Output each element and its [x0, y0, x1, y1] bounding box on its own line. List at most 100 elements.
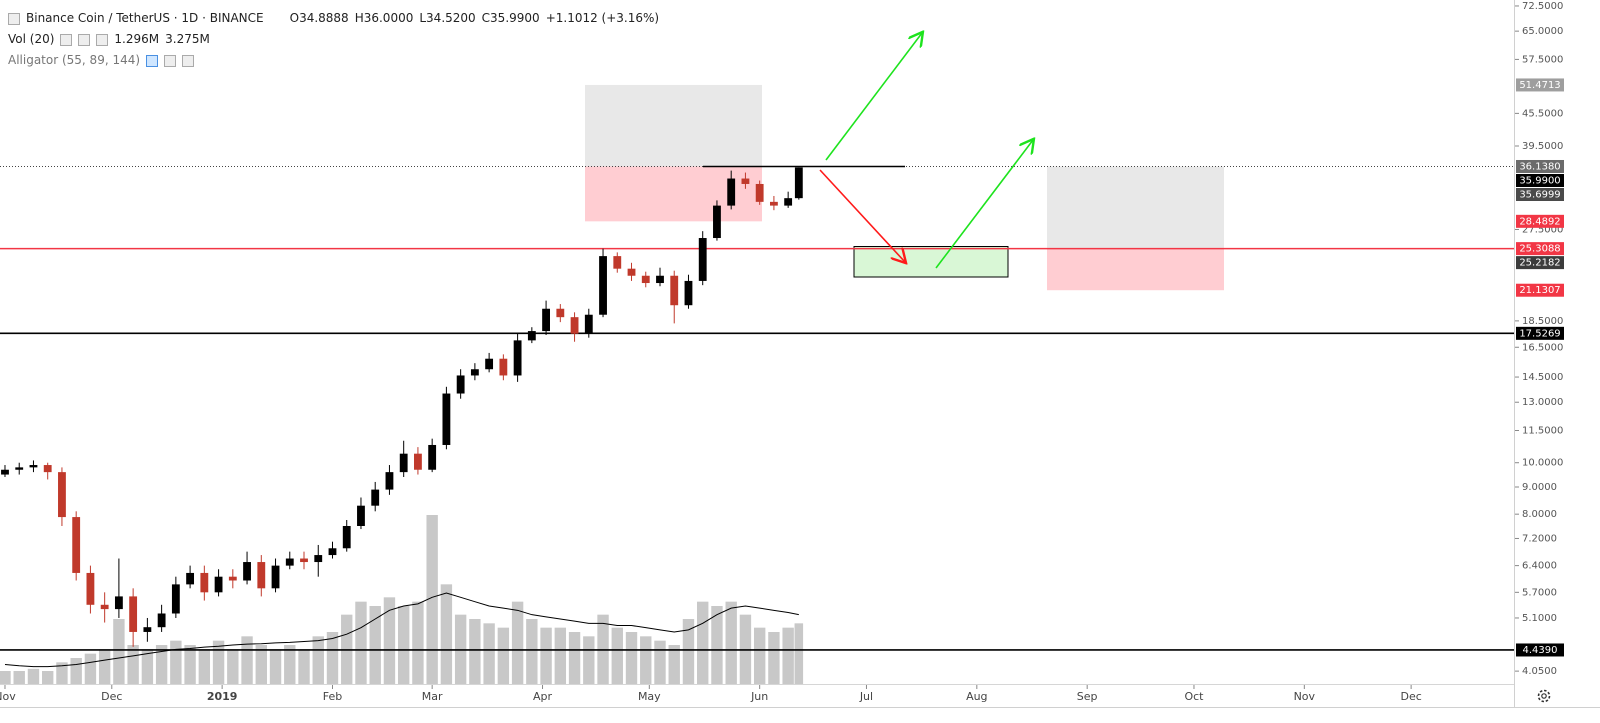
volume-bar [794, 623, 804, 684]
candle-body [755, 183, 764, 202]
price-tag-label: 28.4892 [1519, 216, 1560, 227]
price-tag-label: 21.1307 [1519, 285, 1560, 296]
y-tick-label: 10.0000 [1522, 458, 1563, 469]
candle-body [357, 505, 365, 526]
volume-bar [625, 632, 638, 684]
candle-body [599, 256, 607, 315]
y-tick-label: 27.5000 [1522, 224, 1563, 235]
volume-bar [127, 645, 139, 684]
icon[interactable] [182, 54, 195, 67]
candle-body [556, 308, 565, 318]
volume-bar [227, 649, 239, 684]
volume-bar [611, 627, 623, 684]
volume-bar [483, 623, 495, 684]
price-tag [1516, 283, 1564, 297]
candle-body [727, 178, 736, 206]
candle-body [43, 465, 52, 473]
price-tag-label: 25.2182 [1519, 258, 1560, 269]
candle-body [442, 393, 451, 445]
candle-body [300, 558, 308, 563]
price-tag-label: 17.5269 [1519, 328, 1560, 339]
x-tick-label: Jul [859, 690, 873, 703]
volume-bar [170, 640, 182, 684]
volume-bar [682, 619, 695, 684]
candle-body [271, 565, 280, 589]
price-tag [1516, 78, 1564, 92]
volume-bar [540, 627, 552, 684]
volume-bar [113, 619, 125, 684]
y-tick-label: 5.1000 [1522, 613, 1557, 624]
candle-body [794, 167, 803, 199]
legend: Binance Coin / TetherUS · 1D · BINANCE O… [8, 8, 659, 71]
price-tag [1516, 159, 1564, 173]
volume-bar [13, 671, 25, 684]
candle-body [58, 472, 66, 518]
y-tick-label: 65.0000 [1522, 26, 1563, 37]
candle-body [114, 596, 123, 610]
candle-body [257, 562, 266, 589]
position-zone [1047, 248, 1224, 291]
candle-body [385, 472, 394, 490]
indicator-row: Alligator (55, 89, 144) [8, 50, 659, 71]
icon[interactable] [164, 54, 177, 67]
indicator-name[interactable]: Vol (20) [8, 32, 55, 46]
x-tick-label: May [638, 690, 661, 703]
position-zone [585, 166, 762, 222]
volume-bar [711, 606, 723, 684]
volume-bar [184, 645, 196, 684]
x-tick-label: Mar [422, 690, 443, 703]
candle-body [214, 576, 223, 593]
y-tick-label: 13.0000 [1522, 397, 1563, 408]
settings-icon[interactable] [1537, 689, 1551, 703]
volume-bar [98, 649, 111, 684]
volume-bar [526, 619, 538, 684]
y-tick-label: 11.5000 [1522, 425, 1563, 436]
x-tick-label: Sep [1077, 690, 1098, 703]
candle-body [243, 562, 251, 581]
indicator-name[interactable]: Alligator (55, 89, 144) [8, 53, 141, 67]
icon[interactable] [146, 54, 159, 67]
candle-body [527, 331, 536, 341]
volume-bar [412, 601, 424, 684]
collapse-icon[interactable] [8, 12, 20, 25]
candle-body [656, 275, 664, 284]
icon[interactable] [78, 33, 91, 46]
candle-body [542, 308, 550, 332]
candle-body [129, 596, 138, 632]
candle-body [456, 375, 465, 394]
ohlc: O34.8888 [289, 11, 349, 25]
price-tag-label: 35.9900 [1519, 175, 1560, 186]
volume-bar [355, 601, 367, 684]
volume-bar [70, 658, 82, 684]
volume-bar [255, 645, 267, 684]
volume-bar [440, 584, 453, 684]
ohlc: C35.9900 [481, 11, 540, 25]
candle-body [371, 489, 380, 506]
candle-body [470, 369, 479, 376]
candle-body [228, 576, 237, 581]
volume-bar [312, 636, 324, 684]
volume-bar [753, 627, 766, 684]
x-tick-label: Aug [966, 690, 987, 703]
volume-ma [4, 592, 799, 668]
candle-body [613, 256, 622, 269]
indicator-row: Vol (20) 1.296M 3.275M [8, 29, 659, 50]
reading: 3.275M [165, 32, 210, 46]
volume-bar [56, 662, 68, 684]
candle-body [670, 275, 679, 306]
icon[interactable] [60, 33, 73, 46]
candle-body [171, 584, 180, 614]
price-tag-label: 4.4390 [1523, 645, 1558, 656]
x-tick-label: Apr [533, 690, 553, 703]
y-tick-label: 72.5000 [1522, 1, 1563, 12]
y-tick-label: 6.4000 [1522, 561, 1557, 572]
volume-bar [141, 649, 154, 684]
y-tick-label: 5.7000 [1522, 587, 1557, 598]
price-tag [1516, 187, 1564, 201]
icon[interactable] [96, 33, 109, 46]
candle-body [72, 517, 81, 573]
volume-bar [640, 636, 652, 684]
candle-body [100, 604, 109, 610]
candle-body [627, 268, 636, 276]
